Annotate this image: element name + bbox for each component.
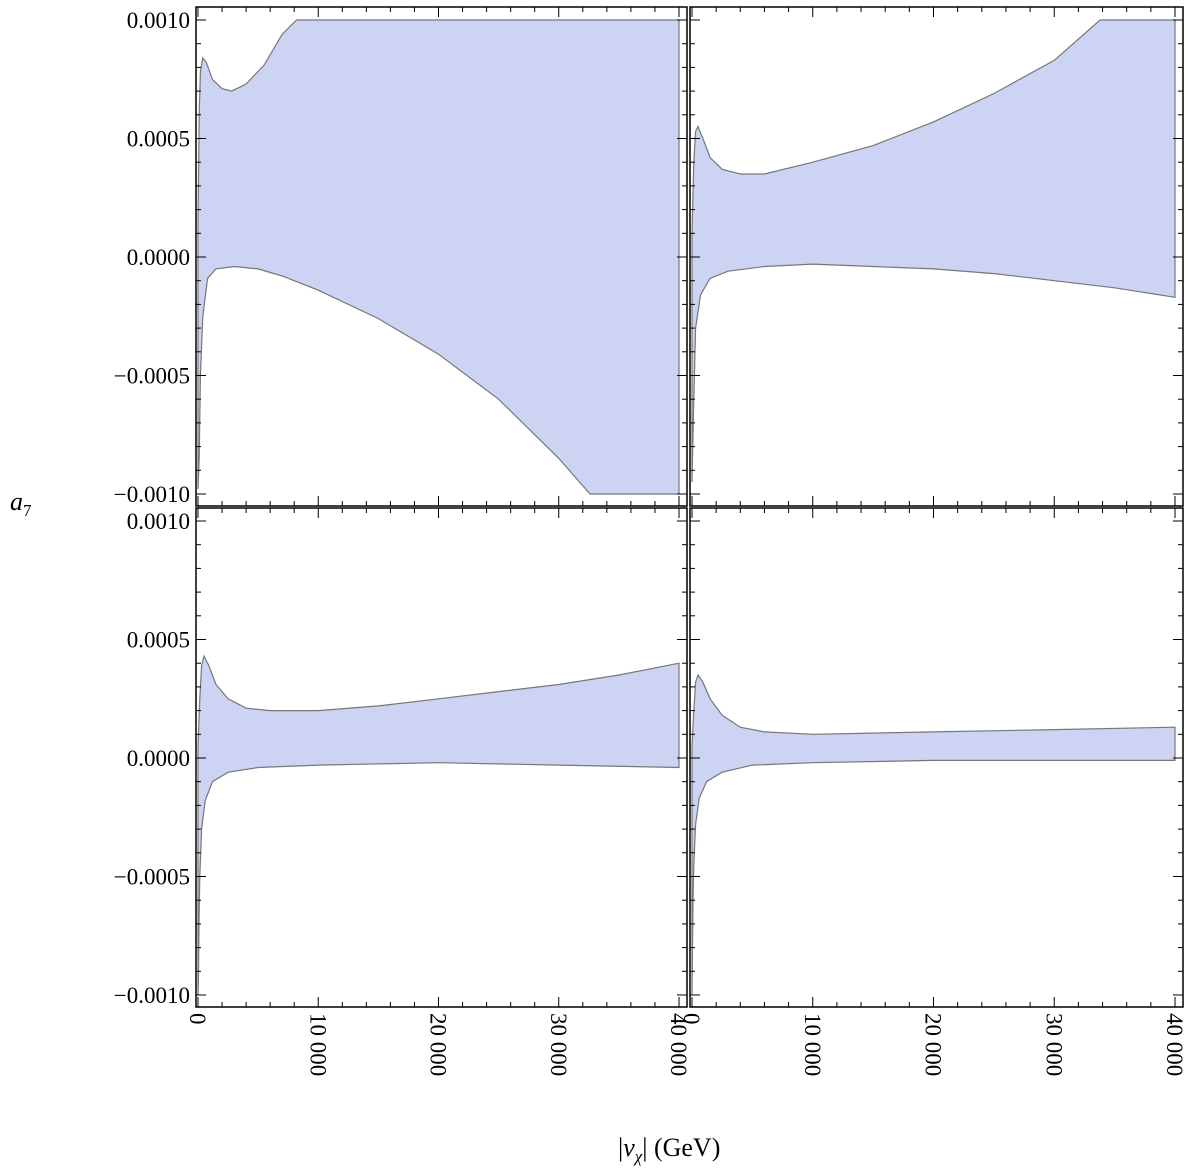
y-tick-label: 0.0000	[127, 245, 190, 270]
region-bottom-right	[691, 673, 1176, 996]
x-tick-label: 20 000	[426, 1013, 451, 1076]
y-tick-label: −0.0010	[114, 482, 190, 507]
x-tick-label: 20 000	[921, 1013, 946, 1076]
y-tick-label: −0.0005	[114, 865, 190, 890]
region-bottom-left	[197, 654, 680, 996]
x-tick-label: 40 000	[666, 1013, 691, 1076]
y-tick-label: 0.0005	[127, 628, 190, 653]
y-tick-label: 0.0000	[127, 746, 190, 771]
x-axis-title: |vχ| (GeV)	[618, 1133, 720, 1166]
region-top-right	[691, 19, 1176, 483]
y-tick-label: −0.0005	[114, 364, 190, 389]
region-top-left	[197, 19, 680, 495]
panels-layer	[197, 19, 1176, 996]
y-axis-title: a7	[10, 487, 32, 520]
y-tick-label: −0.0010	[114, 983, 190, 1008]
y-tick-label: 0.0010	[127, 509, 190, 534]
y-tick-label: 0.0005	[127, 127, 190, 152]
x-tick-label: 0	[679, 1013, 704, 1025]
x-tick-label: 30 000	[1041, 1013, 1066, 1076]
x-tick-label: 0	[185, 1013, 210, 1025]
x-tick-label: 30 000	[546, 1013, 571, 1076]
x-tick-label: 10 000	[305, 1013, 330, 1076]
x-tick-label: 40 000	[1162, 1013, 1187, 1076]
x-tick-label: 10 000	[800, 1013, 825, 1076]
ticks-layer	[196, 7, 1183, 1007]
y-tick-label: 0.0010	[127, 8, 190, 33]
labels-layer: −0.0010−0.00050.00000.00050.0010−0.0010−…	[114, 8, 1187, 1076]
